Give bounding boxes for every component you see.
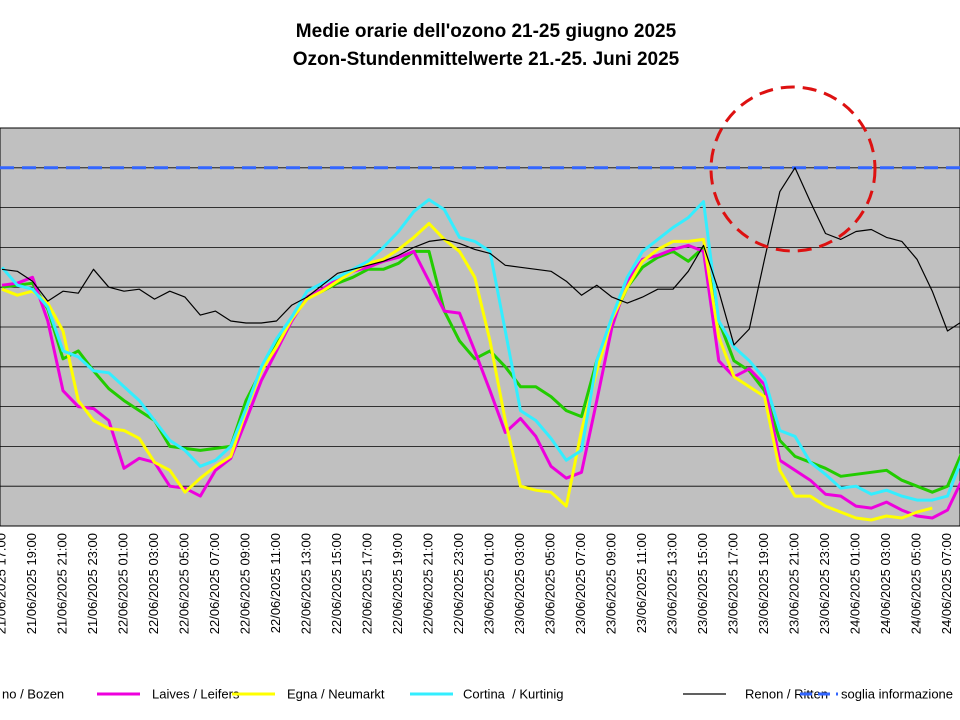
x-tick-label: 21/06/2025 23:00 [85,533,100,634]
x-tick-label: 22/06/2025 21:00 [420,533,435,634]
x-tick-label: 24/06/2025 01:00 [847,533,862,634]
x-tick-label: 22/06/2025 15:00 [329,533,344,634]
x-tick-label: 23/06/2025 21:00 [786,533,801,634]
x-tick-label: 22/06/2025 03:00 [146,533,161,634]
legend-label: no / Bozen [2,686,64,701]
x-tick-label: 22/06/2025 09:00 [237,533,252,634]
highlight-circle [709,85,877,253]
x-tick-label: 22/06/2025 11:00 [268,533,283,633]
series-line [1,167,960,346]
x-tick-label: 21/06/2025 21:00 [54,533,69,634]
x-tick-label: 22/06/2025 07:00 [207,533,222,634]
legend-label: Egna / Neumarkt [287,686,385,701]
x-tick-label: 23/06/2025 19:00 [756,533,771,634]
x-tick-label: 22/06/2025 01:00 [115,533,130,634]
series-line [1,245,960,494]
series-line [0,198,960,502]
legend-label: Cortina / Kurtinig [463,686,563,701]
x-tick-label: 23/06/2025 23:00 [817,533,832,634]
x-tick-label: 23/06/2025 05:00 [542,533,557,634]
x-tick-label: 22/06/2025 23:00 [451,533,466,634]
chart-title: Medie orarie dell'ozono 21-25 giugno 202… [296,21,677,42]
x-tick-label: 23/06/2025 07:00 [573,533,588,634]
x-tick-label: 22/06/2025 13:00 [298,533,313,634]
x-tick-label: 23/06/2025 09:00 [603,533,618,634]
x-tick-label: 21/06/2025 17:00 [0,533,8,634]
x-tick-label: 23/06/2025 17:00 [725,533,740,634]
x-tick-label: 22/06/2025 05:00 [176,533,191,634]
legend-label: Renon / Ritten [745,686,828,701]
x-tick-label: 24/06/2025 05:00 [908,533,923,634]
chart-subtitle: Ozon-Stundenmittelwerte 21.-25. Juni 202… [293,49,680,70]
x-tick-label: 22/06/2025 19:00 [390,533,405,634]
legend-label: Laives / Leifers [152,686,240,701]
x-tick-label: 24/06/2025 03:00 [878,533,893,634]
x-tick-label: 23/06/2025 11:00 [634,533,649,633]
series-line [1,222,933,522]
x-tick-label: 24/06/2025 07:00 [939,533,954,634]
x-tick-label: 23/06/2025 13:00 [664,533,679,634]
x-tick-label: 23/06/2025 01:00 [481,533,496,634]
x-tick-label: 22/06/2025 17:00 [359,533,374,634]
x-tick-label: 21/06/2025 19:00 [24,533,39,634]
x-tick-label: 23/06/2025 03:00 [512,533,527,634]
series-line [1,243,960,520]
legend-label: soglia informazione [841,686,953,701]
x-tick-label: 23/06/2025 15:00 [695,533,710,634]
